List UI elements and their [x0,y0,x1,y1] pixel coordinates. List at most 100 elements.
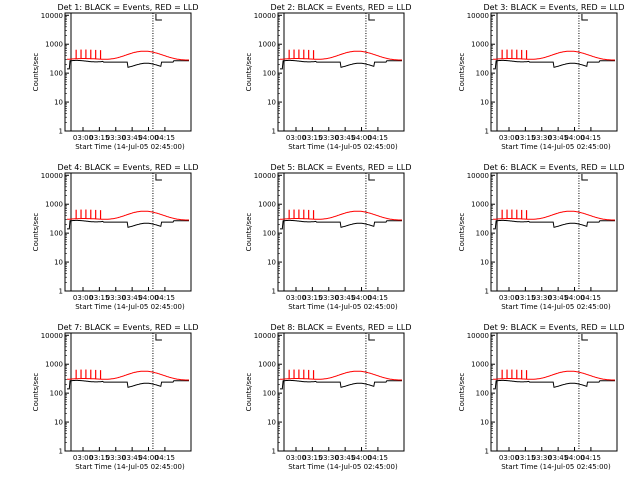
panel-title: Det 3: BLACK = Events, RED = LLD [484,3,625,12]
detector-panel-1: Det 1: BLACK = Events, RED = LLD 1 10 100 10… [32,3,198,151]
y-tick-label: 10 [267,99,276,107]
x-tick-label: 03:30 [319,134,339,142]
y-tick-label: 10000 [467,332,489,340]
panel-title: Det 2: BLACK = Events, RED = LLD [271,3,412,12]
y-tick-label: 1 [485,288,489,296]
plot-frame [64,172,192,292]
y-axis-label: Counts/sec [245,373,253,412]
x-tick-label: 03:00 [499,294,519,302]
plot-frame [64,332,192,452]
panel-title: Det 4: BLACK = Events, RED = LLD [58,163,199,172]
y-tick-label: 10 [480,259,489,267]
x-tick-label: 04:00 [351,454,371,462]
x-tick-label: 04:00 [351,294,371,302]
y-tick-label: 10000 [254,172,276,180]
plot-frame [64,12,192,132]
saa-step-marker [368,14,375,21]
x-tick-label: 04:15 [368,454,388,462]
x-tick-label: 04:15 [368,134,388,142]
y-tick-label: 100 [263,230,276,238]
detector-panel-5: Det 5: BLACK = Events, RED = LLD 1 10 100 10… [245,163,411,311]
plot-frame [277,12,405,132]
x-axis-label: Start Time (14-Jul-05 02:45:00) [288,463,398,471]
y-tick-label: 100 [50,70,63,78]
events-series-line [493,59,615,70]
plot-frame [277,172,405,292]
panel-title: Det 1: BLACK = Events, RED = LLD [58,3,199,12]
lld-series-line [67,50,189,61]
x-axis-label: Start Time (14-Jul-05 02:45:00) [75,463,185,471]
x-tick-label: 04:00 [138,294,158,302]
x-axis-label: Start Time (14-Jul-05 02:45:00) [288,303,398,311]
detector-panel-6: Det 6: BLACK = Events, RED = LLD 1 10 100 10… [458,163,624,311]
y-axis-label: Counts/sec [458,373,466,412]
x-axis-label: Start Time (14-Jul-05 02:45:00) [288,143,398,151]
x-tick-label: 04:00 [138,454,158,462]
y-tick-label: 10 [54,99,63,107]
x-tick-label: 03:00 [73,454,93,462]
x-tick-label: 03:30 [106,454,126,462]
events-series-line [280,379,402,390]
y-tick-label: 10000 [41,172,63,180]
y-tick-label: 1 [485,128,489,136]
x-axis-label: Start Time (14-Jul-05 02:45:00) [501,303,611,311]
plot-frame [490,12,618,132]
lld-series-line [493,210,615,221]
y-tick-label: 100 [476,390,489,398]
x-tick-label: 03:00 [499,134,519,142]
x-tick-label: 03:45 [122,134,142,142]
y-tick-label: 10000 [254,12,276,20]
y-axis-label: Counts/sec [245,53,253,92]
y-tick-label: 100 [476,70,489,78]
y-tick-label: 1000 [471,41,489,49]
plot-frame [490,332,618,452]
y-tick-label: 10 [54,419,63,427]
y-tick-label: 1 [272,448,276,456]
y-tick-label: 1 [59,288,63,296]
events-series-line [67,379,189,390]
y-axis-label: Counts/sec [458,53,466,92]
panel-title: Det 7: BLACK = Events, RED = LLD [58,323,199,332]
x-tick-label: 03:30 [532,294,552,302]
x-tick-label: 03:45 [548,294,568,302]
x-tick-label: 03:15 [89,454,109,462]
y-tick-label: 100 [263,390,276,398]
x-tick-label: 03:45 [548,134,568,142]
x-tick-label: 04:15 [368,294,388,302]
y-tick-label: 1 [272,288,276,296]
detector-panel-7: Det 7: BLACK = Events, RED = LLD 1 10 100 10… [32,323,198,471]
panel-title: Det 6: BLACK = Events, RED = LLD [484,163,625,172]
x-tick-label: 03:00 [286,454,306,462]
y-tick-label: 10 [267,419,276,427]
x-tick-label: 03:30 [106,134,126,142]
lld-series-line [67,210,189,221]
x-tick-label: 03:15 [89,294,109,302]
lld-series-line [493,50,615,61]
x-tick-label: 03:45 [335,454,355,462]
x-tick-label: 03:15 [302,134,322,142]
x-tick-label: 04:15 [581,454,601,462]
x-tick-label: 03:45 [335,294,355,302]
y-tick-label: 100 [476,230,489,238]
saa-step-marker [368,174,375,181]
x-tick-label: 03:30 [532,454,552,462]
y-axis-label: Counts/sec [245,213,253,252]
y-tick-label: 1000 [45,201,63,209]
x-tick-label: 04:00 [564,134,584,142]
x-tick-label: 03:00 [73,294,93,302]
panel-title: Det 5: BLACK = Events, RED = LLD [271,163,412,172]
x-tick-label: 03:45 [335,134,355,142]
y-axis-label: Counts/sec [32,53,40,92]
x-tick-label: 04:15 [155,294,175,302]
y-tick-label: 1000 [45,361,63,369]
y-axis-label: Counts/sec [32,373,40,412]
x-tick-label: 04:15 [155,454,175,462]
plot-frame [490,172,618,292]
plot-frame [277,332,405,452]
saa-step-marker [581,14,588,21]
x-tick-label: 03:00 [499,454,519,462]
x-tick-label: 03:00 [73,134,93,142]
y-tick-label: 10 [480,99,489,107]
lld-series-line [67,370,189,381]
